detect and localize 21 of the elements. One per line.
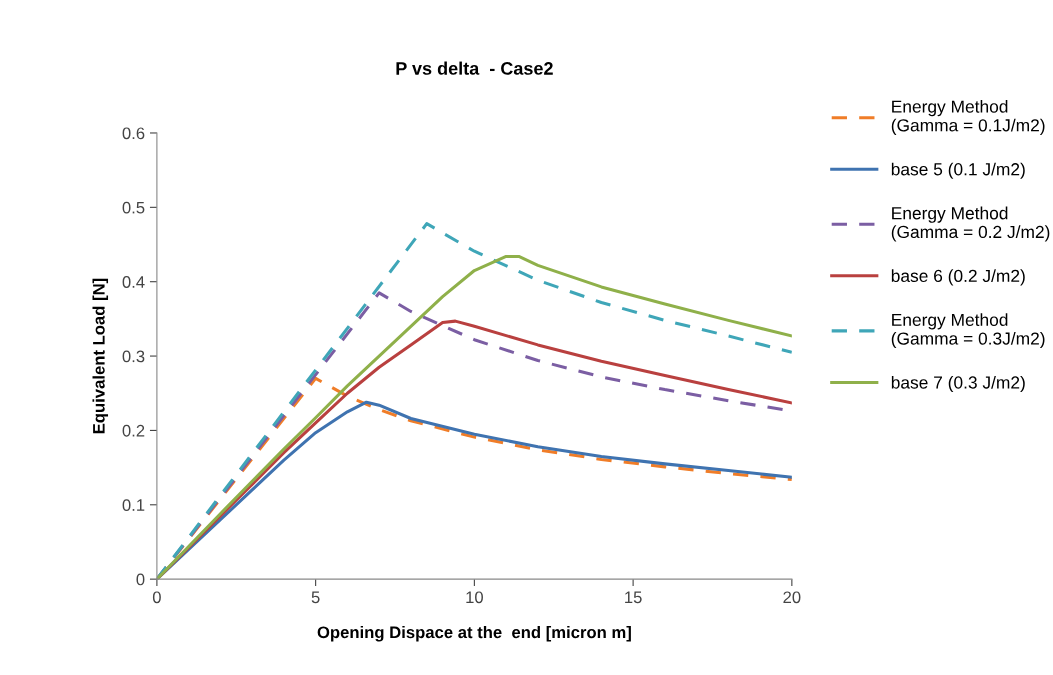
x-tick-label: 20 [783,591,801,604]
y-tick-label: 0.3 [122,350,145,363]
x-tick-label: 15 [625,591,642,604]
x-tick-label: 10 [466,591,483,604]
y-axis-title: Equivalent Load [N] [92,278,109,434]
x-tick-label: 0 [152,591,161,604]
legend-label: base 6 (0.2 J/m2) [891,269,1025,286]
legend-label: base 5 (0.1 J/m2) [891,162,1025,179]
legend-label: Energy Method (Gamma = 0.1J/m2) [891,100,1045,135]
chart-title: P vs delta - Case2 [396,61,553,75]
y-tick-label: 0.5 [122,201,145,214]
legend-label: Energy Method (Gamma = 0.2 J/m2) [891,206,1050,242]
y-tick-label: 0.6 [122,127,145,140]
y-tick-label: 0.1 [122,499,145,511]
legend-label: Energy Method (Gamma = 0.3J/m2) [891,313,1045,349]
y-tick-label: 0 [136,573,145,586]
legend-label: base 7 (0.3 J/m2) [891,375,1025,393]
y-tick-label: 0.4 [122,276,145,288]
x-axis-title: Opening Dispace at the end [micron m] [317,625,631,642]
x-tick-label: 5 [311,591,320,604]
y-tick-label: 0.2 [122,424,145,437]
